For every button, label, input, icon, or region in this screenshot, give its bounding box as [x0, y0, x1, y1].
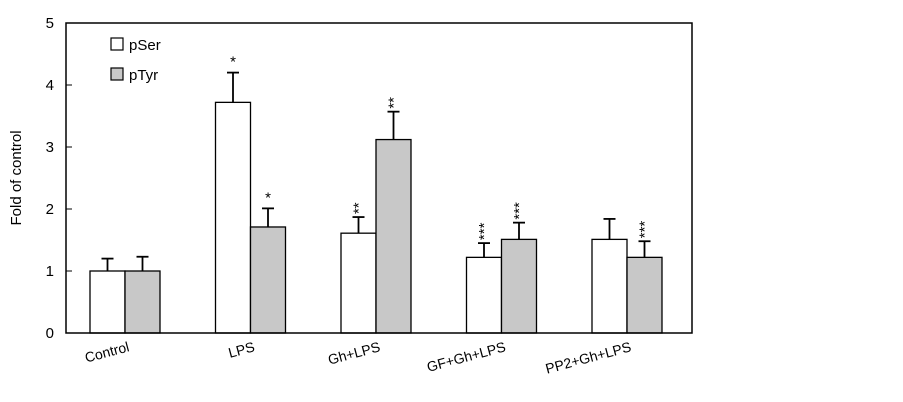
- bar-ptyr-4: [500, 238, 538, 334]
- legend-swatch-ptyr: [110, 67, 124, 81]
- y-tick-label: 0: [46, 325, 54, 342]
- bar-pser-5: [591, 238, 628, 334]
- legend-swatch-pser: [110, 37, 124, 51]
- bar-pser-3: [340, 232, 377, 334]
- x-category-label: GF+Gh+LPS: [425, 338, 507, 374]
- x-category-label: Gh+LPS: [326, 338, 382, 367]
- y-tick-label: 1: [46, 263, 54, 280]
- y-tick-label: 3: [46, 139, 54, 156]
- bar-pser-2: [214, 101, 252, 334]
- bar-pser-1: [89, 270, 126, 334]
- bar-ptyr-2: [249, 226, 287, 334]
- significance-markers: ***************: [230, 54, 653, 241]
- significance-marker: ***: [476, 222, 493, 240]
- error-bars: [101, 71, 651, 271]
- significance-marker: *: [230, 54, 236, 71]
- bar-ptyr-3: [375, 138, 412, 334]
- significance-marker: *: [265, 189, 271, 206]
- bar-pser-4: [465, 256, 503, 334]
- legend: pSer pTyr: [110, 37, 161, 84]
- bar-ptyr-1: [124, 270, 161, 334]
- bars: [89, 101, 663, 334]
- legend-label-pser: pSer: [129, 37, 161, 54]
- y-tick-label: 2: [46, 201, 54, 218]
- y-tick-label: 5: [46, 15, 54, 32]
- x-category-label: Control: [83, 338, 131, 365]
- significance-marker: **: [386, 97, 403, 109]
- legend-label-ptyr: pTyr: [129, 67, 158, 84]
- bar-ptyr-5: [626, 256, 663, 334]
- x-category-label: LPS: [227, 338, 257, 360]
- significance-marker: ***: [511, 202, 528, 220]
- x-axis-category-labels: Control LPS Gh+LPS GF+Gh+LPS PP2+Gh+LPS: [83, 338, 633, 376]
- plot-frame: [65, 22, 693, 334]
- y-tick-label: 4: [46, 77, 54, 94]
- y-axis-title: Fold of control: [8, 130, 25, 225]
- y-axis-ticks: 0 1 2 3 4 5: [46, 15, 72, 342]
- significance-marker: ***: [637, 221, 654, 239]
- x-category-label: PP2+Gh+LPS: [544, 338, 633, 376]
- significance-marker: **: [351, 202, 368, 214]
